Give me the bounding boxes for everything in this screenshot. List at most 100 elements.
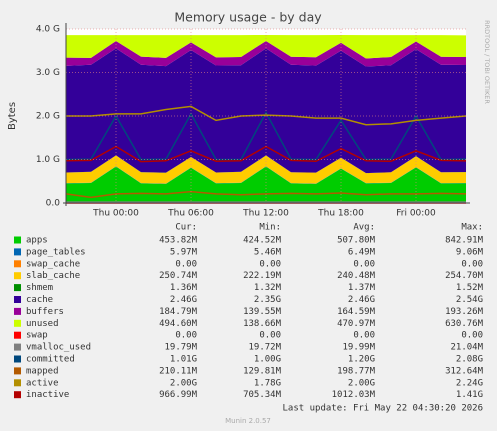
legend-stat: 1.36M — [170, 283, 198, 293]
legend-stat: 240.48M — [337, 271, 376, 281]
legend-stat: 1012.03M — [332, 390, 376, 400]
legend-stat: 129.81M — [243, 366, 282, 376]
legend-stat: 494.60M — [159, 319, 198, 329]
legend-stat: 254.70M — [445, 271, 484, 281]
legend-label: apps — [26, 236, 48, 246]
legend-stat: 1.00G — [254, 355, 281, 365]
legend-stat: 5.46M — [254, 247, 282, 257]
legend-stat: 0.00 — [175, 259, 197, 269]
legend-label: slab_cache — [26, 271, 80, 281]
x-tick-label: Thu 12:00 — [242, 209, 289, 219]
legend-stat: 705.34M — [243, 390, 282, 400]
legend-stat: 424.52M — [243, 236, 282, 246]
legend-stat: 2.24G — [456, 378, 483, 388]
legend-header: Avg: — [353, 223, 375, 233]
legend-stat: 19.79M — [164, 343, 197, 353]
legend-stat: 842.91M — [445, 236, 484, 246]
legend-stat: 2.00G — [170, 378, 197, 388]
legend-stat: 0.00 — [259, 259, 281, 269]
legend-header: Cur: — [175, 223, 197, 233]
x-tick-label: Thu 06:00 — [167, 209, 214, 219]
legend-stat: 0.00 — [461, 259, 483, 269]
side-text: RRDTOOL / TOBI OETIKER — [483, 20, 491, 104]
legend-stat: 630.76M — [445, 319, 484, 329]
legend-stat: 9.06M — [456, 247, 484, 257]
legend-label: active — [26, 378, 59, 388]
x-tick-label: Fri 00:00 — [396, 209, 436, 219]
legend-stat: 2.08G — [456, 355, 483, 365]
legend-stat: 312.64M — [445, 366, 484, 376]
legend-stat: 139.55M — [243, 307, 282, 317]
legend-swatch — [14, 236, 21, 244]
y-axis-label: Bytes — [7, 102, 18, 130]
legend-swatch — [14, 355, 21, 363]
legend-header: Min: — [259, 223, 281, 233]
legend-stat: 0.00 — [175, 331, 197, 341]
line-mapped — [65, 190, 467, 199]
legend-swatch — [14, 272, 21, 280]
footer: Munin 2.0.57 — [225, 417, 271, 425]
legend-stat: 19.72M — [248, 343, 281, 353]
legend-stat: 138.66M — [243, 319, 282, 329]
legend-swatch — [14, 391, 21, 399]
area-slab-cache — [66, 155, 466, 184]
legend-label: buffers — [26, 307, 64, 317]
legend-stat: 1.01G — [170, 355, 197, 365]
legend-swatch — [14, 260, 21, 268]
last-update: Last update: Fri May 22 04:30:20 2026 — [283, 404, 483, 414]
legend-stat: 1.52M — [456, 283, 484, 293]
y-tick-label: 0.0 — [46, 199, 61, 209]
legend-stat: 1.32M — [254, 283, 282, 293]
legend-stat: 2.46G — [170, 295, 197, 305]
legend-stat: 0.00 — [259, 331, 281, 341]
legend-stat: 453.82M — [159, 236, 198, 246]
legend-label: page_tables — [26, 247, 86, 257]
legend-stat: 5.97M — [170, 247, 198, 257]
legend-label: mapped — [26, 366, 59, 376]
legend-stat: 0.00 — [461, 331, 483, 341]
x-tick-label: Thu 00:00 — [92, 209, 139, 219]
legend-swatch — [14, 379, 21, 387]
y-tick-label: 2.0 G — [36, 112, 60, 122]
legend-stat: 21.04M — [450, 343, 483, 353]
legend-stat: 470.97M — [337, 319, 376, 329]
legend-stat: 2.46G — [348, 295, 375, 305]
legend-swatch — [14, 307, 21, 315]
area-unused — [66, 34, 466, 59]
legend-swatch — [14, 343, 21, 351]
legend-label: cache — [26, 295, 53, 305]
legend-stat: 250.74M — [159, 271, 198, 281]
legend-label: shmem — [26, 283, 53, 293]
legend-stat: 222.19M — [243, 271, 282, 281]
legend-swatch — [14, 367, 21, 375]
legend-header: Max: — [461, 223, 483, 233]
legend-stat: 1.41G — [456, 390, 483, 400]
legend-swatch — [14, 331, 21, 339]
legend-stat: 2.00G — [348, 378, 375, 388]
legend-stat: 1.37M — [348, 283, 376, 293]
chart-title: Memory usage - by day — [174, 10, 322, 25]
legend-stat: 210.11M — [159, 366, 198, 376]
legend-stat: 198.77M — [337, 366, 376, 376]
legend-label: swap_cache — [26, 259, 80, 269]
legend-label: vmalloc_used — [26, 343, 91, 353]
legend-stat: 193.26M — [445, 307, 484, 317]
legend-label: swap — [26, 331, 48, 341]
legend-label: unused — [26, 319, 59, 329]
x-tick-label: Thu 18:00 — [317, 209, 364, 219]
line-committed — [65, 110, 467, 161]
legend-stat: 0.00 — [353, 331, 375, 341]
legend-stat: 1.78G — [254, 378, 281, 388]
legend-stat: 1.20G — [348, 355, 375, 365]
legend-swatch — [14, 319, 21, 327]
legend-stat: 507.80M — [337, 236, 376, 246]
legend-stat: 0.00 — [353, 259, 375, 269]
legend-stat: 164.59M — [337, 307, 376, 317]
legend-label: inactive — [26, 390, 69, 400]
legend-stat: 966.99M — [159, 390, 198, 400]
area-buffers — [66, 40, 466, 67]
legend-label: committed — [26, 355, 75, 365]
y-tick-label: 4.0 G — [36, 25, 60, 35]
